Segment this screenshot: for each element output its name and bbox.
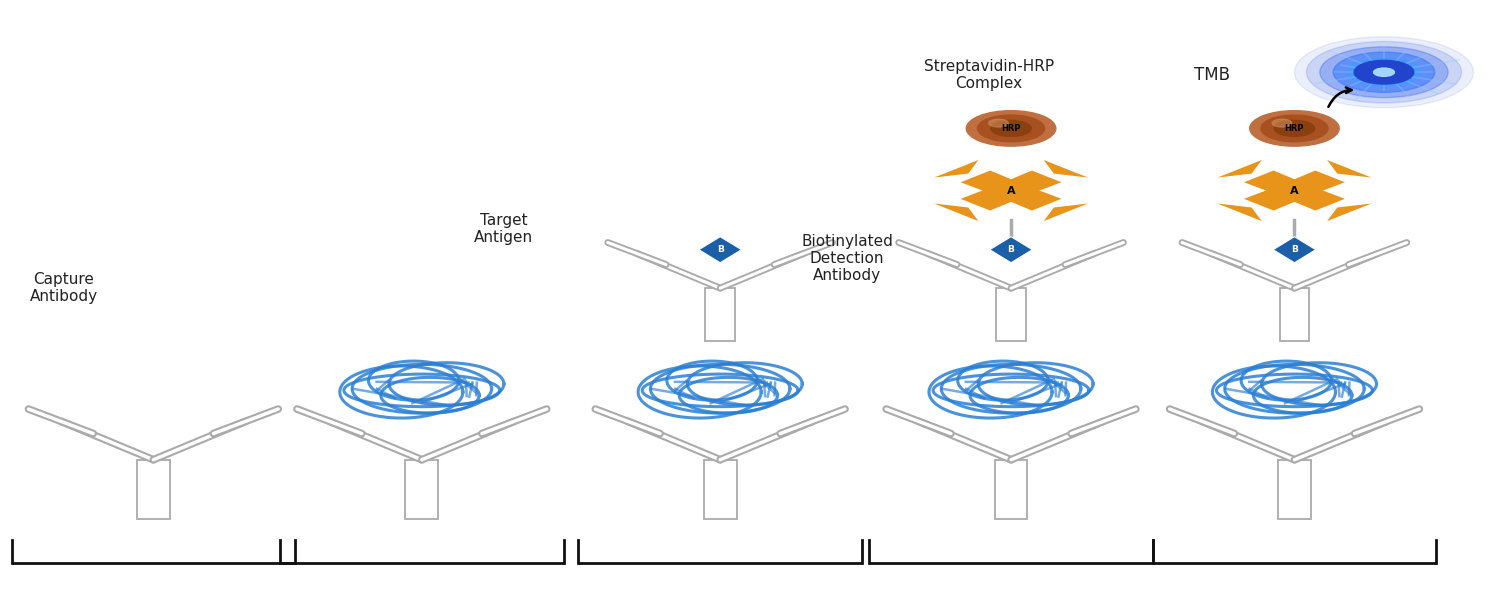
Circle shape [1294, 37, 1473, 108]
Text: HRP: HRP [1284, 124, 1304, 133]
Text: HRP: HRP [1002, 124, 1022, 133]
FancyBboxPatch shape [705, 288, 735, 341]
Circle shape [1354, 61, 1414, 84]
Circle shape [1306, 41, 1461, 103]
Text: Biotinylated
Detection
Antibody: Biotinylated Detection Antibody [801, 233, 892, 283]
Text: Capture
Antibody: Capture Antibody [30, 272, 98, 304]
Polygon shape [1274, 236, 1316, 263]
Text: B: B [717, 245, 723, 254]
Polygon shape [1328, 160, 1371, 178]
Text: Target
Antigen: Target Antigen [474, 213, 534, 245]
Polygon shape [934, 203, 978, 221]
FancyBboxPatch shape [704, 460, 736, 519]
Polygon shape [1281, 185, 1346, 211]
FancyBboxPatch shape [136, 460, 170, 519]
FancyBboxPatch shape [405, 460, 438, 519]
Polygon shape [1044, 160, 1088, 178]
Polygon shape [1244, 185, 1308, 211]
Polygon shape [1244, 170, 1308, 196]
FancyBboxPatch shape [1280, 288, 1310, 341]
Polygon shape [1328, 203, 1371, 221]
Polygon shape [1281, 170, 1346, 196]
Polygon shape [1044, 203, 1088, 221]
Text: B: B [1292, 245, 1298, 254]
Text: A: A [1290, 185, 1299, 196]
Text: Streptavidin-HRP
Complex: Streptavidin-HRP Complex [924, 59, 1053, 91]
Polygon shape [990, 236, 1032, 263]
Polygon shape [934, 160, 978, 178]
Polygon shape [699, 236, 741, 263]
Polygon shape [960, 185, 1024, 211]
Circle shape [992, 121, 1030, 136]
Polygon shape [1218, 203, 1261, 221]
FancyBboxPatch shape [1278, 460, 1311, 519]
FancyBboxPatch shape [996, 288, 1026, 341]
Polygon shape [960, 170, 1024, 196]
Circle shape [1275, 121, 1314, 136]
Text: TMB: TMB [1194, 66, 1230, 84]
Circle shape [1320, 47, 1448, 98]
Circle shape [1250, 110, 1340, 146]
Text: B: B [1008, 245, 1014, 254]
Circle shape [988, 119, 1008, 127]
Circle shape [1334, 52, 1434, 92]
Text: A: A [1007, 185, 1016, 196]
Circle shape [966, 110, 1056, 146]
Circle shape [978, 115, 1044, 142]
Circle shape [1348, 58, 1420, 86]
Polygon shape [1218, 160, 1261, 178]
Circle shape [1262, 115, 1328, 142]
Polygon shape [998, 185, 1062, 211]
Circle shape [1272, 119, 1292, 127]
Circle shape [1374, 68, 1395, 76]
FancyBboxPatch shape [994, 460, 1028, 519]
Polygon shape [998, 170, 1062, 196]
